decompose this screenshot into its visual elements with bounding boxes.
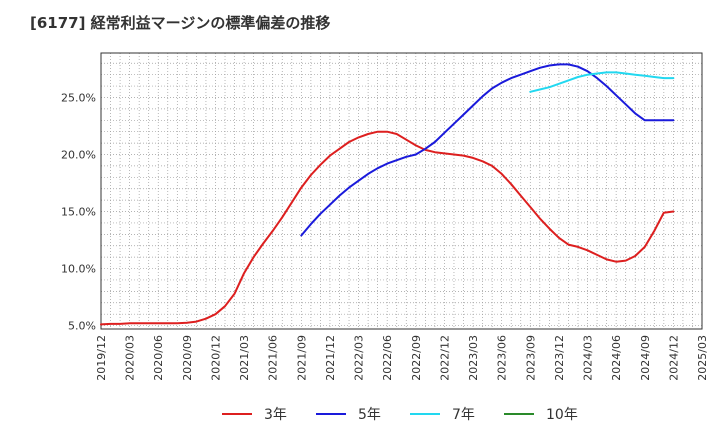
series-line-7年 bbox=[529, 71, 675, 93]
y-tick-label: 15.0% bbox=[61, 206, 96, 219]
x-tick-label: 2019/12 bbox=[95, 335, 108, 381]
x-tick-label: 2021/03 bbox=[238, 335, 251, 381]
y-tick-label: 20.0% bbox=[61, 149, 96, 162]
x-tick-label: 2020/06 bbox=[152, 335, 165, 381]
chart-title: [6177] 経常利益マージンの標準偏差の推移 bbox=[30, 14, 331, 32]
series-line-3年 bbox=[100, 130, 675, 326]
plot-frame bbox=[100, 52, 703, 330]
legend-label: 5年 bbox=[358, 407, 381, 423]
y-tick-label: 5.0% bbox=[68, 320, 96, 333]
x-tick-label: 2022/03 bbox=[353, 335, 366, 381]
plot-area bbox=[101, 53, 702, 329]
x-tick-label: 2023/09 bbox=[524, 335, 537, 381]
legend-label: 7年 bbox=[452, 407, 475, 423]
x-tick-label: 2024/03 bbox=[582, 335, 595, 381]
x-tick-label: 2024/06 bbox=[610, 335, 623, 381]
x-tick-label: 2023/12 bbox=[553, 335, 566, 381]
x-tick-label: 2021/06 bbox=[267, 335, 280, 381]
x-tick-label: 2021/12 bbox=[324, 335, 337, 381]
x-tick-label: 2024/09 bbox=[639, 335, 652, 381]
series-line-5年 bbox=[300, 63, 675, 237]
x-tick-label: 2022/12 bbox=[438, 335, 451, 381]
x-tick-label: 2020/03 bbox=[124, 335, 137, 381]
legend-label: 3年 bbox=[264, 407, 287, 423]
x-tick-label: 2020/09 bbox=[181, 335, 194, 381]
x-tick-label: 2020/12 bbox=[209, 335, 222, 381]
x-tick-label: 2025/03 bbox=[696, 335, 709, 381]
y-tick-label: 25.0% bbox=[61, 91, 96, 104]
x-tick-label: 2022/06 bbox=[381, 335, 394, 381]
x-tick-label: 2022/09 bbox=[410, 335, 423, 381]
x-tick-label: 2021/09 bbox=[295, 335, 308, 381]
legend-label: 10年 bbox=[546, 407, 578, 423]
x-tick-label: 2023/03 bbox=[467, 335, 480, 381]
y-tick-label: 10.0% bbox=[61, 263, 96, 276]
x-tick-label: 2024/12 bbox=[667, 335, 680, 381]
x-tick-label: 2023/06 bbox=[496, 335, 509, 381]
